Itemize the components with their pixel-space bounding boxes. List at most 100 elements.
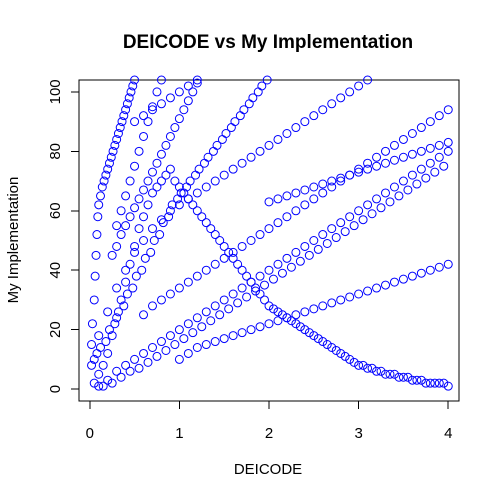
scatter-point xyxy=(416,375,426,385)
scatter-point xyxy=(219,334,229,344)
scatter-point xyxy=(434,111,444,121)
scatter-point xyxy=(139,236,149,245)
scatter-point xyxy=(226,123,236,133)
scatter-point xyxy=(201,218,211,228)
scatter-point xyxy=(260,280,270,290)
scatter-point xyxy=(219,253,229,263)
scatter-point xyxy=(398,176,408,186)
scatter-point xyxy=(336,176,346,186)
scatter-point xyxy=(116,230,126,240)
scatter-point xyxy=(107,250,117,260)
scatter-point xyxy=(439,161,449,171)
scatter-point xyxy=(439,378,449,388)
scatter-point xyxy=(116,372,126,382)
scatter-point xyxy=(434,152,444,162)
scatter-point xyxy=(92,230,102,240)
scatter-point xyxy=(367,363,377,373)
scatter-point xyxy=(282,129,292,138)
scatter-point xyxy=(291,319,301,329)
scatter-point xyxy=(156,99,166,109)
scatter-point xyxy=(425,117,435,127)
scatter-point xyxy=(363,75,373,85)
scatter-point xyxy=(255,230,265,240)
scatter-point xyxy=(251,286,261,296)
scatter-point xyxy=(124,93,134,103)
scatter-point xyxy=(363,286,373,296)
scatter-point xyxy=(237,283,247,293)
scatter-point xyxy=(313,244,323,254)
scatter-point xyxy=(165,206,175,216)
scatter-point xyxy=(407,149,417,159)
scatter-point xyxy=(121,105,131,115)
scatter-point xyxy=(183,277,193,287)
scatter-point xyxy=(128,283,138,293)
scatter-point xyxy=(313,334,323,344)
scatter-point xyxy=(421,378,431,388)
scatter-point xyxy=(372,366,382,376)
scatter-point xyxy=(134,194,144,204)
scatter-point xyxy=(174,354,184,364)
scatter-point xyxy=(295,322,305,332)
scatter-point xyxy=(183,348,193,358)
scatter-point xyxy=(192,78,202,88)
scatter-point xyxy=(257,81,267,91)
scatter-point xyxy=(345,212,355,222)
scatter-point xyxy=(318,179,328,189)
scatter-point xyxy=(372,161,382,171)
scatter-point xyxy=(130,247,140,257)
scatter-point xyxy=(376,203,386,213)
scatter-point xyxy=(99,176,109,186)
scatter-point xyxy=(126,87,136,97)
scatter-point xyxy=(304,250,314,260)
scatter-point xyxy=(233,259,243,269)
scatter-point xyxy=(174,200,184,210)
scatter-point xyxy=(170,176,180,186)
scatter-point xyxy=(363,164,373,174)
scatter-point xyxy=(147,105,157,115)
scatter-point xyxy=(268,274,278,284)
scatter-point xyxy=(112,241,122,251)
scatter-point xyxy=(412,375,422,385)
scatter-point xyxy=(125,259,135,269)
scatter-point xyxy=(130,75,140,85)
scatter-point xyxy=(147,102,157,112)
scatter-point xyxy=(389,155,399,165)
scatter-point xyxy=(282,191,292,201)
scatter-point xyxy=(237,328,247,338)
scatter-point xyxy=(443,259,453,269)
scatter-point xyxy=(407,170,417,180)
scatter-point xyxy=(309,111,319,121)
scatter-point xyxy=(354,81,364,91)
scatter-point xyxy=(125,212,135,222)
scatter-point xyxy=(210,259,220,269)
scatter-point xyxy=(103,164,113,174)
scatter-point xyxy=(434,140,444,150)
scatter-point xyxy=(389,369,399,379)
scatter-point xyxy=(97,182,107,192)
y-tick-label: 80 xyxy=(47,143,64,160)
scatter-point xyxy=(228,164,238,174)
plot-frame xyxy=(78,79,460,402)
scatter-point xyxy=(174,283,184,293)
scatter-point xyxy=(264,224,274,234)
scatter-point xyxy=(121,265,131,275)
scatter-point xyxy=(192,343,202,352)
scatter-point xyxy=(91,250,101,260)
scatter-point xyxy=(228,247,238,257)
scatter-point xyxy=(407,271,417,281)
scatter-point xyxy=(113,129,123,138)
scatter-point xyxy=(119,111,129,121)
scatter-point xyxy=(398,134,408,144)
scatter-point xyxy=(161,140,171,150)
scatter-point xyxy=(103,307,113,317)
scatter-point xyxy=(210,176,220,186)
scatter-point xyxy=(117,117,127,127)
scatter-point xyxy=(104,158,114,168)
scatter-point xyxy=(174,87,184,97)
scatter-point xyxy=(170,340,180,350)
scatter-point xyxy=(246,277,256,287)
scatter-point xyxy=(208,146,218,156)
scatter-point xyxy=(103,375,113,385)
scatter-point xyxy=(244,99,254,109)
